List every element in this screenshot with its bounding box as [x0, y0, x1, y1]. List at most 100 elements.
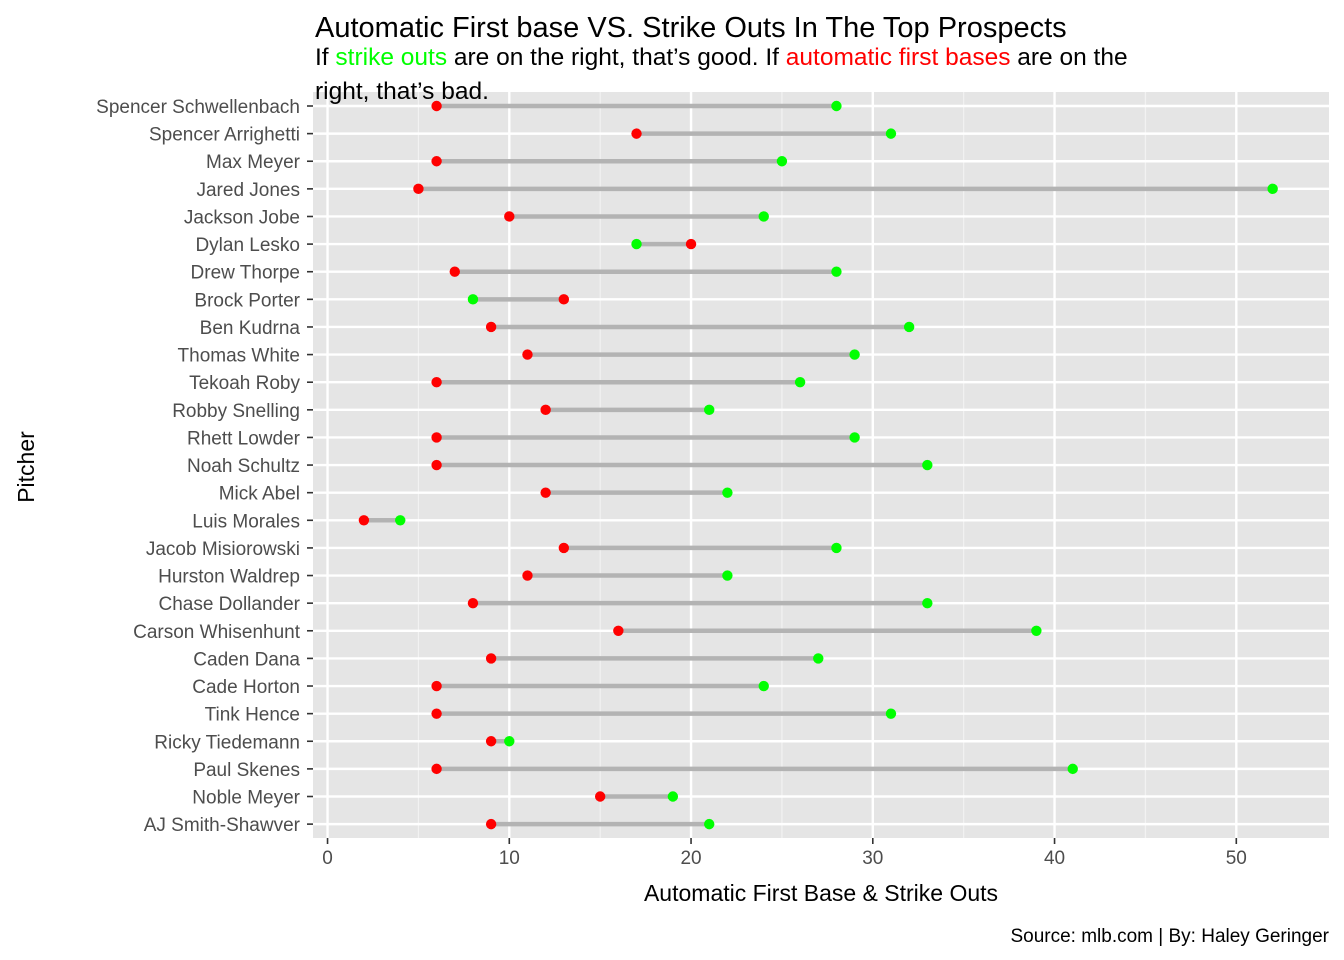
- y-tick-label: Tekoah Roby: [189, 373, 300, 394]
- point-automatic-first-base: [431, 763, 442, 775]
- y-tick-label: AJ Smith-Shawver: [144, 815, 301, 836]
- point-automatic-first-base: [485, 818, 497, 830]
- y-tick-label: Dylan Lesko: [195, 235, 300, 256]
- y-tick-label: Paul Skenes: [193, 760, 300, 781]
- point-automatic-first-base: [485, 653, 497, 664]
- y-tick-label: Chase Dollander: [158, 594, 300, 615]
- point-automatic-first-base: [558, 542, 570, 554]
- x-tick-label: 50: [1226, 848, 1247, 869]
- y-tick-label: Caden Dana: [193, 649, 300, 670]
- points: [358, 100, 1278, 830]
- chart-subtitle-line2: right, that’s bad.: [315, 78, 489, 105]
- point-automatic-first-base: [431, 708, 442, 719]
- subtitle-segment: strike outs: [335, 44, 447, 71]
- point-strike-outs: [1067, 763, 1078, 775]
- point-automatic-first-base: [685, 238, 697, 250]
- point-automatic-first-base: [431, 156, 442, 167]
- point-strike-outs: [704, 818, 715, 830]
- point-strike-outs: [831, 266, 842, 277]
- segments: [363, 103, 1273, 827]
- point-automatic-first-base: [522, 349, 533, 360]
- y-tick-label: Max Meyer: [206, 152, 301, 173]
- y-tick-label: Spencer Arrighetti: [149, 125, 300, 146]
- subtitle-segment: are on the right, that’s good. If: [447, 44, 786, 71]
- point-strike-outs: [776, 156, 788, 167]
- point-strike-outs: [704, 404, 715, 416]
- point-strike-outs: [922, 597, 933, 609]
- point-strike-outs: [903, 321, 915, 333]
- x-tick-label: 30: [862, 848, 883, 869]
- y-tick-label: Cade Horton: [192, 677, 300, 698]
- point-automatic-first-base: [540, 487, 551, 498]
- point-strike-outs: [722, 570, 733, 581]
- point-strike-outs: [758, 211, 769, 222]
- point-automatic-first-base: [467, 597, 479, 609]
- x-axis-title: Automatic First Base & Strike Outs: [644, 880, 998, 906]
- y-tick-label: Noah Schultz: [187, 456, 300, 477]
- point-strike-outs: [758, 680, 769, 692]
- y-tick-label: Mick Abel: [219, 484, 300, 505]
- point-automatic-first-base: [485, 321, 497, 333]
- point-automatic-first-base: [485, 736, 497, 747]
- point-strike-outs: [722, 487, 733, 498]
- point-strike-outs: [631, 238, 642, 250]
- point-automatic-first-base: [504, 211, 515, 222]
- y-tick-label: Ricky Tiedemann: [154, 732, 300, 753]
- x-tick-label: 0: [322, 848, 333, 869]
- y-axis: Spencer Schwellenbach Spencer Arrighetti M…: [96, 97, 313, 836]
- point-automatic-first-base: [540, 404, 551, 416]
- point-strike-outs: [885, 128, 897, 139]
- x-tick-label: 10: [499, 848, 520, 869]
- point-strike-outs: [831, 542, 842, 554]
- y-tick-label: Ben Kudrna: [200, 318, 301, 339]
- point-strike-outs: [467, 294, 479, 305]
- point-strike-outs: [922, 459, 933, 471]
- point-strike-outs: [849, 432, 860, 443]
- y-tick-label: Spencer Schwellenbach: [96, 97, 300, 118]
- point-strike-outs: [1267, 183, 1278, 195]
- point-automatic-first-base: [431, 100, 442, 112]
- point-strike-outs: [813, 653, 824, 664]
- y-tick-label: Jackson Jobe: [184, 207, 300, 228]
- y-tick-label: Carson Whisenhunt: [133, 622, 301, 643]
- point-automatic-first-base: [431, 459, 442, 471]
- point-automatic-first-base: [358, 515, 370, 526]
- point-automatic-first-base: [558, 294, 570, 305]
- x-axis: 0 10 20 30 40 50: [322, 838, 1247, 869]
- y-tick-label: Luis Morales: [192, 511, 300, 532]
- subtitle-segment: are on the: [1010, 44, 1127, 71]
- y-tick-label: Thomas White: [178, 346, 300, 367]
- point-automatic-first-base: [522, 570, 533, 581]
- point-strike-outs: [831, 100, 842, 112]
- y-tick-label: Noble Meyer: [192, 788, 300, 809]
- point-automatic-first-base: [431, 377, 442, 388]
- y-tick-label: Hurston Waldrep: [158, 567, 300, 588]
- point-strike-outs: [504, 736, 515, 747]
- y-tick-label: Jared Jones: [196, 180, 300, 201]
- y-tick-label: Robby Snelling: [172, 401, 300, 422]
- point-automatic-first-base: [613, 625, 624, 636]
- chart-title: Automatic First base VS. Strike Outs In …: [315, 12, 1067, 44]
- point-strike-outs: [1031, 625, 1042, 636]
- subtitle-segment: If: [315, 44, 335, 71]
- point-strike-outs: [849, 349, 860, 360]
- y-axis-title: Pitcher: [13, 431, 39, 503]
- chart-caption: Source: mlb.com | By: Haley Geringer: [1010, 926, 1329, 947]
- y-tick-label: Rhett Lowder: [187, 428, 301, 449]
- x-tick-label: 40: [1044, 848, 1065, 869]
- point-automatic-first-base: [594, 791, 606, 802]
- y-tick-label: Brock Porter: [194, 290, 300, 311]
- chart-subtitle-line1: If strike outs are on the right, that’s …: [315, 44, 1128, 71]
- point-strike-outs: [395, 515, 406, 526]
- point-automatic-first-base: [431, 680, 442, 692]
- point-automatic-first-base: [631, 128, 642, 139]
- point-strike-outs: [885, 708, 897, 719]
- point-automatic-first-base: [413, 183, 424, 195]
- point-automatic-first-base: [431, 432, 442, 443]
- y-tick-label: Drew Thorpe: [191, 263, 300, 284]
- point-automatic-first-base: [449, 266, 460, 277]
- y-tick-label: Tink Hence: [205, 705, 300, 726]
- x-tick-label: 20: [680, 848, 701, 869]
- subtitle-segment: automatic first bases: [786, 44, 1011, 71]
